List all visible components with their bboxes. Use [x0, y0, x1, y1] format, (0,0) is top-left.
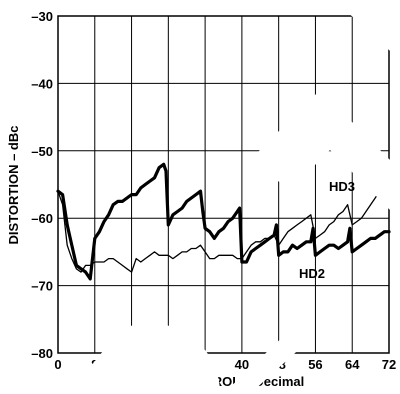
x-tick-label: 56	[308, 357, 322, 372]
watermark-e-top	[345, 10, 400, 60]
hd3-label: HD3	[329, 179, 355, 194]
x-tick-label: 40	[235, 357, 249, 372]
watermark	[70, 10, 400, 392]
hd2-label: HD2	[299, 266, 325, 281]
watermark-l-shape	[225, 330, 305, 392]
series-group	[56, 162, 391, 281]
series-line-hd2	[56, 162, 391, 281]
y-tick-label: –80	[31, 346, 53, 361]
x-tick-label: 72	[382, 357, 396, 372]
y-axis-title: DISTORTION – dBc	[6, 126, 21, 245]
y-tick-label: –70	[31, 279, 53, 294]
y-tick-label: –30	[31, 9, 53, 24]
plot-background	[58, 16, 389, 353]
y-tick-label: –60	[31, 211, 53, 226]
x-tick-label: 0	[54, 357, 61, 372]
x-tick-label: 64	[345, 357, 360, 372]
y-tick-labels: –30 –40 –50 –60 –70 –80	[31, 9, 53, 361]
series-line-hd3	[57, 167, 390, 273]
watermark-e-shape	[250, 90, 400, 220]
obsolete-watermark-shapes	[70, 10, 400, 392]
watermark-o-shape	[70, 323, 220, 392]
y-tick-label: –50	[31, 144, 53, 159]
y-tick-label: –40	[31, 76, 53, 91]
